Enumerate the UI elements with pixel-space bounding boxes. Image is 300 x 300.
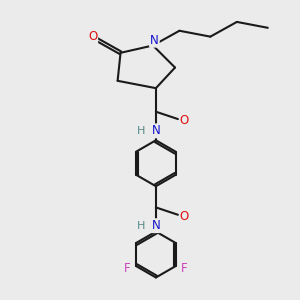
Text: H: H: [136, 221, 145, 231]
Text: N: N: [152, 124, 160, 137]
Text: O: O: [180, 210, 189, 223]
Text: O: O: [88, 30, 97, 43]
Text: N: N: [152, 219, 160, 232]
Text: N: N: [150, 34, 159, 47]
Text: H: H: [136, 126, 145, 136]
Text: O: O: [180, 114, 189, 127]
Text: F: F: [124, 262, 130, 275]
Text: F: F: [181, 262, 188, 275]
